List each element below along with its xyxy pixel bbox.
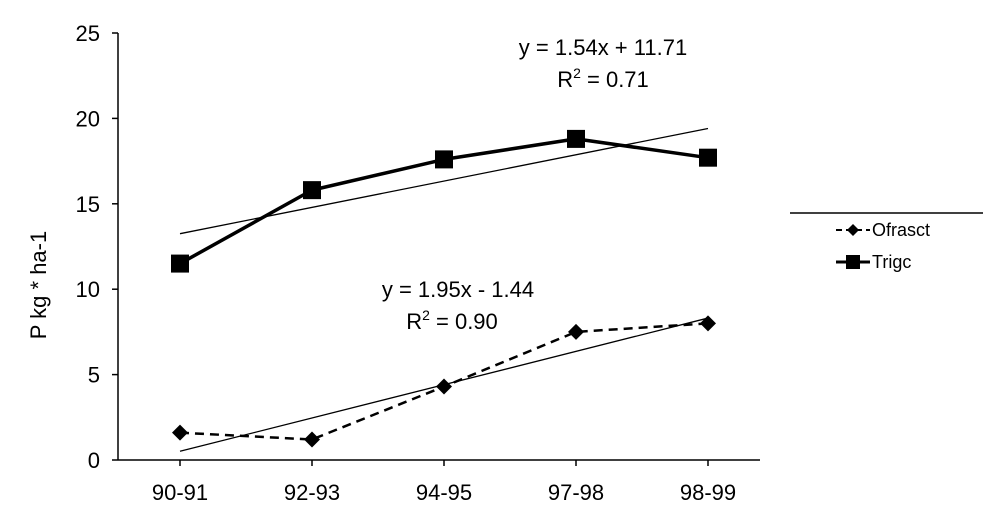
- trigc-trend-equation: y = 1.54x + 11.71: [519, 35, 687, 60]
- trigc-point: [567, 129, 585, 148]
- y-tick-label: 10: [76, 277, 100, 302]
- trigc-r-squared: R2 = 0.71: [557, 65, 649, 92]
- chart-axes: [112, 32, 760, 466]
- legend-ofrasct-diamond: [847, 224, 859, 236]
- legend-trigc-square: [846, 255, 860, 269]
- ofrasct-point: [172, 424, 188, 441]
- x-tick-label: 98-99: [680, 480, 736, 505]
- ofrasct-r-squared: R2 = 0.90: [406, 307, 498, 334]
- legend-label-trigc: Trigc: [872, 252, 911, 272]
- x-tick-label: 97-98: [548, 480, 604, 505]
- ofrasct-point: [700, 315, 716, 332]
- y-tick-label: 5: [88, 363, 100, 388]
- ofrasct-point: [304, 431, 320, 448]
- y-axis-title: P kg * ha-1: [26, 231, 51, 339]
- legend: Ofrasct Trigc: [790, 212, 983, 272]
- trigc-point: [699, 148, 717, 167]
- x-axis-tick-labels: 90-91 92-93 94-95 97-98 98-99: [152, 480, 736, 505]
- trigc-point: [303, 181, 321, 200]
- x-tick-label: 94-95: [416, 480, 472, 505]
- y-tick-label: 20: [76, 106, 100, 131]
- ofrasct-trend-equation: y = 1.95x - 1.44: [382, 277, 534, 302]
- y-tick-label: 25: [76, 21, 100, 46]
- y-tick-label: 0: [88, 448, 100, 473]
- x-tick-label: 92-93: [284, 480, 340, 505]
- legend-label-ofrasct: Ofrasct: [872, 220, 930, 240]
- ofrasct-point: [436, 378, 452, 395]
- x-tick-label: 90-91: [152, 480, 208, 505]
- data-point-markers: [171, 129, 717, 448]
- trigc-point: [435, 150, 453, 169]
- ofrasct-point: [568, 323, 584, 340]
- y-tick-label: 15: [76, 192, 100, 217]
- trigc-point: [171, 254, 189, 273]
- y-axis-tick-labels: 0 5 10 15 20 25: [76, 21, 100, 473]
